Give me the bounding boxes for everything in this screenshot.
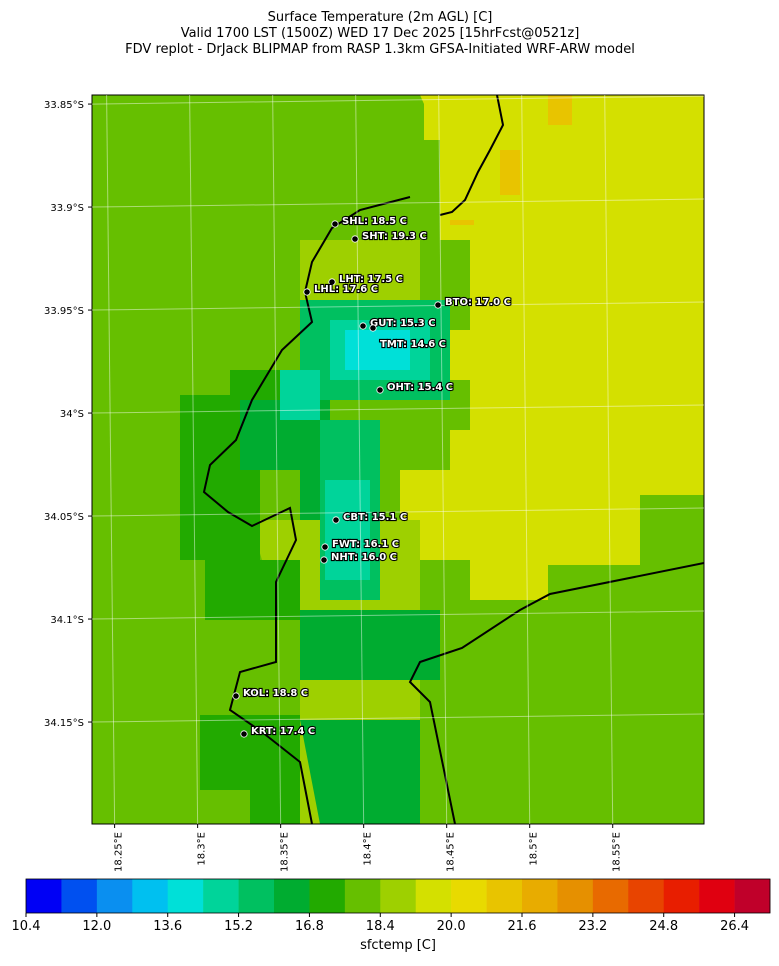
colorbar-swatch [309, 879, 346, 913]
station-label: FWT: 16.1 C [332, 539, 399, 550]
station-label: GUT: 15.3 C [370, 318, 436, 329]
colorbar-frame [25, 878, 771, 914]
station-marker [331, 220, 339, 228]
grid-line [355, 94, 365, 825]
grid-line [91, 713, 705, 723]
colorbar-swatch [274, 879, 310, 913]
grid-line [438, 94, 448, 825]
station-label: OHT: 15.4 C [387, 382, 453, 393]
x-tick-label: 18.5°E [529, 832, 540, 866]
station-marker [240, 730, 248, 738]
y-tick-label: 34°S [60, 409, 84, 420]
colorbar-swatch [132, 879, 169, 913]
colorbar-tick-label: 24.8 [649, 919, 678, 934]
colorbar-swatch [61, 879, 98, 913]
colorbar-tick-label: 16.8 [295, 919, 324, 934]
grid-line [91, 198, 705, 208]
subtitle: Valid 1700 LST (1500Z) WED 17 Dec 2025 [… [181, 26, 580, 41]
station-marker [351, 235, 359, 243]
subtitle: FDV replot - DrJack BLIPMAP from RASP 1.… [125, 42, 635, 57]
x-tick-label: 18.35°E [280, 832, 291, 872]
x-tick-label: 18.4°E [363, 832, 374, 866]
map-frame [91, 94, 705, 825]
station-label: SHT: 19.3 C [362, 231, 427, 242]
colorbar-swatch [344, 879, 381, 913]
station-marker [303, 288, 311, 296]
colorbar-swatch [380, 879, 417, 913]
grid-line [91, 301, 705, 311]
station-marker [328, 278, 336, 286]
station-marker [320, 556, 328, 564]
y-tick-label: 34.15°S [44, 718, 84, 729]
grid-line [106, 94, 116, 825]
colorbar-tick-label: 26.4 [720, 919, 749, 934]
colorbar-tick-label: 13.6 [153, 919, 182, 934]
colorbar-swatch [663, 879, 700, 913]
station-label: LHL: 17.6 C [314, 284, 378, 295]
colorbar-tick-label: 20.0 [437, 919, 466, 934]
colorbar-swatch [522, 879, 558, 913]
colorbar-label: sfctemp [C] [360, 938, 436, 953]
colorbar-swatch [734, 879, 771, 913]
station-label: CBT: 15.1 C [343, 512, 407, 523]
colorbar-swatch [26, 879, 62, 913]
grid-line [91, 95, 705, 105]
y-tick-label: 34.05°S [44, 512, 84, 523]
colorbar-tick-label: 21.6 [508, 919, 537, 934]
colorbar-swatch [592, 879, 629, 913]
y-tick-label: 33.85°S [44, 100, 84, 111]
station-label: KRT: 17.4 C [251, 726, 315, 737]
colorbar-tick-label: 15.2 [224, 919, 253, 934]
station-label: KOL: 18.8 C [243, 688, 308, 699]
x-tick-label: 18.45°E [446, 832, 457, 872]
station-marker [369, 324, 377, 332]
colorbar-tick-label: 23.2 [578, 919, 607, 934]
colorbar-swatch [96, 879, 133, 913]
station-label: LHT: 17.5 C [339, 274, 403, 285]
y-tick-label: 33.9°S [50, 203, 84, 214]
x-tick-label: 18.55°E [612, 832, 623, 872]
colorbar-tick-label: 18.4 [366, 919, 395, 934]
station-marker [332, 516, 340, 524]
station-label: NHT: 16.0 C [331, 552, 397, 563]
colorbar-swatch [451, 879, 487, 913]
grid-line [91, 404, 705, 414]
colorbar-tick-label: 12.0 [82, 919, 111, 934]
grid-line [604, 94, 614, 825]
station-marker [376, 386, 384, 394]
grid-line [91, 610, 705, 620]
grid-line [272, 94, 282, 825]
x-tick-label: 18.3°E [197, 832, 208, 866]
station-label: TMT: 14.6 C [380, 339, 446, 350]
colorbar-swatch [415, 879, 452, 913]
station-label: SHL: 18.5 C [342, 216, 407, 227]
y-tick-label: 33.95°S [44, 306, 84, 317]
station-marker [232, 692, 240, 700]
colorbar-swatch [238, 879, 275, 913]
grid-line [189, 94, 199, 825]
grid-line [91, 507, 705, 517]
colorbar-swatch [203, 879, 239, 913]
colorbar-swatch [699, 879, 735, 913]
colorbar-swatch [557, 879, 594, 913]
x-tick-label: 18.25°E [114, 832, 125, 872]
station-marker [321, 543, 329, 551]
station-marker [359, 322, 367, 330]
grid-line [521, 94, 531, 825]
colorbar-swatch [167, 879, 204, 913]
map-field [92, 95, 704, 824]
title: Surface Temperature (2m AGL) [C] [268, 10, 493, 25]
y-tick-label: 34.1°S [50, 615, 84, 626]
colorbar-swatch [628, 879, 665, 913]
station-marker [434, 301, 442, 309]
station-label: BTO: 17.0 C [445, 297, 511, 308]
colorbar-tick-label: 10.4 [12, 919, 41, 934]
colorbar-swatch [486, 879, 523, 913]
